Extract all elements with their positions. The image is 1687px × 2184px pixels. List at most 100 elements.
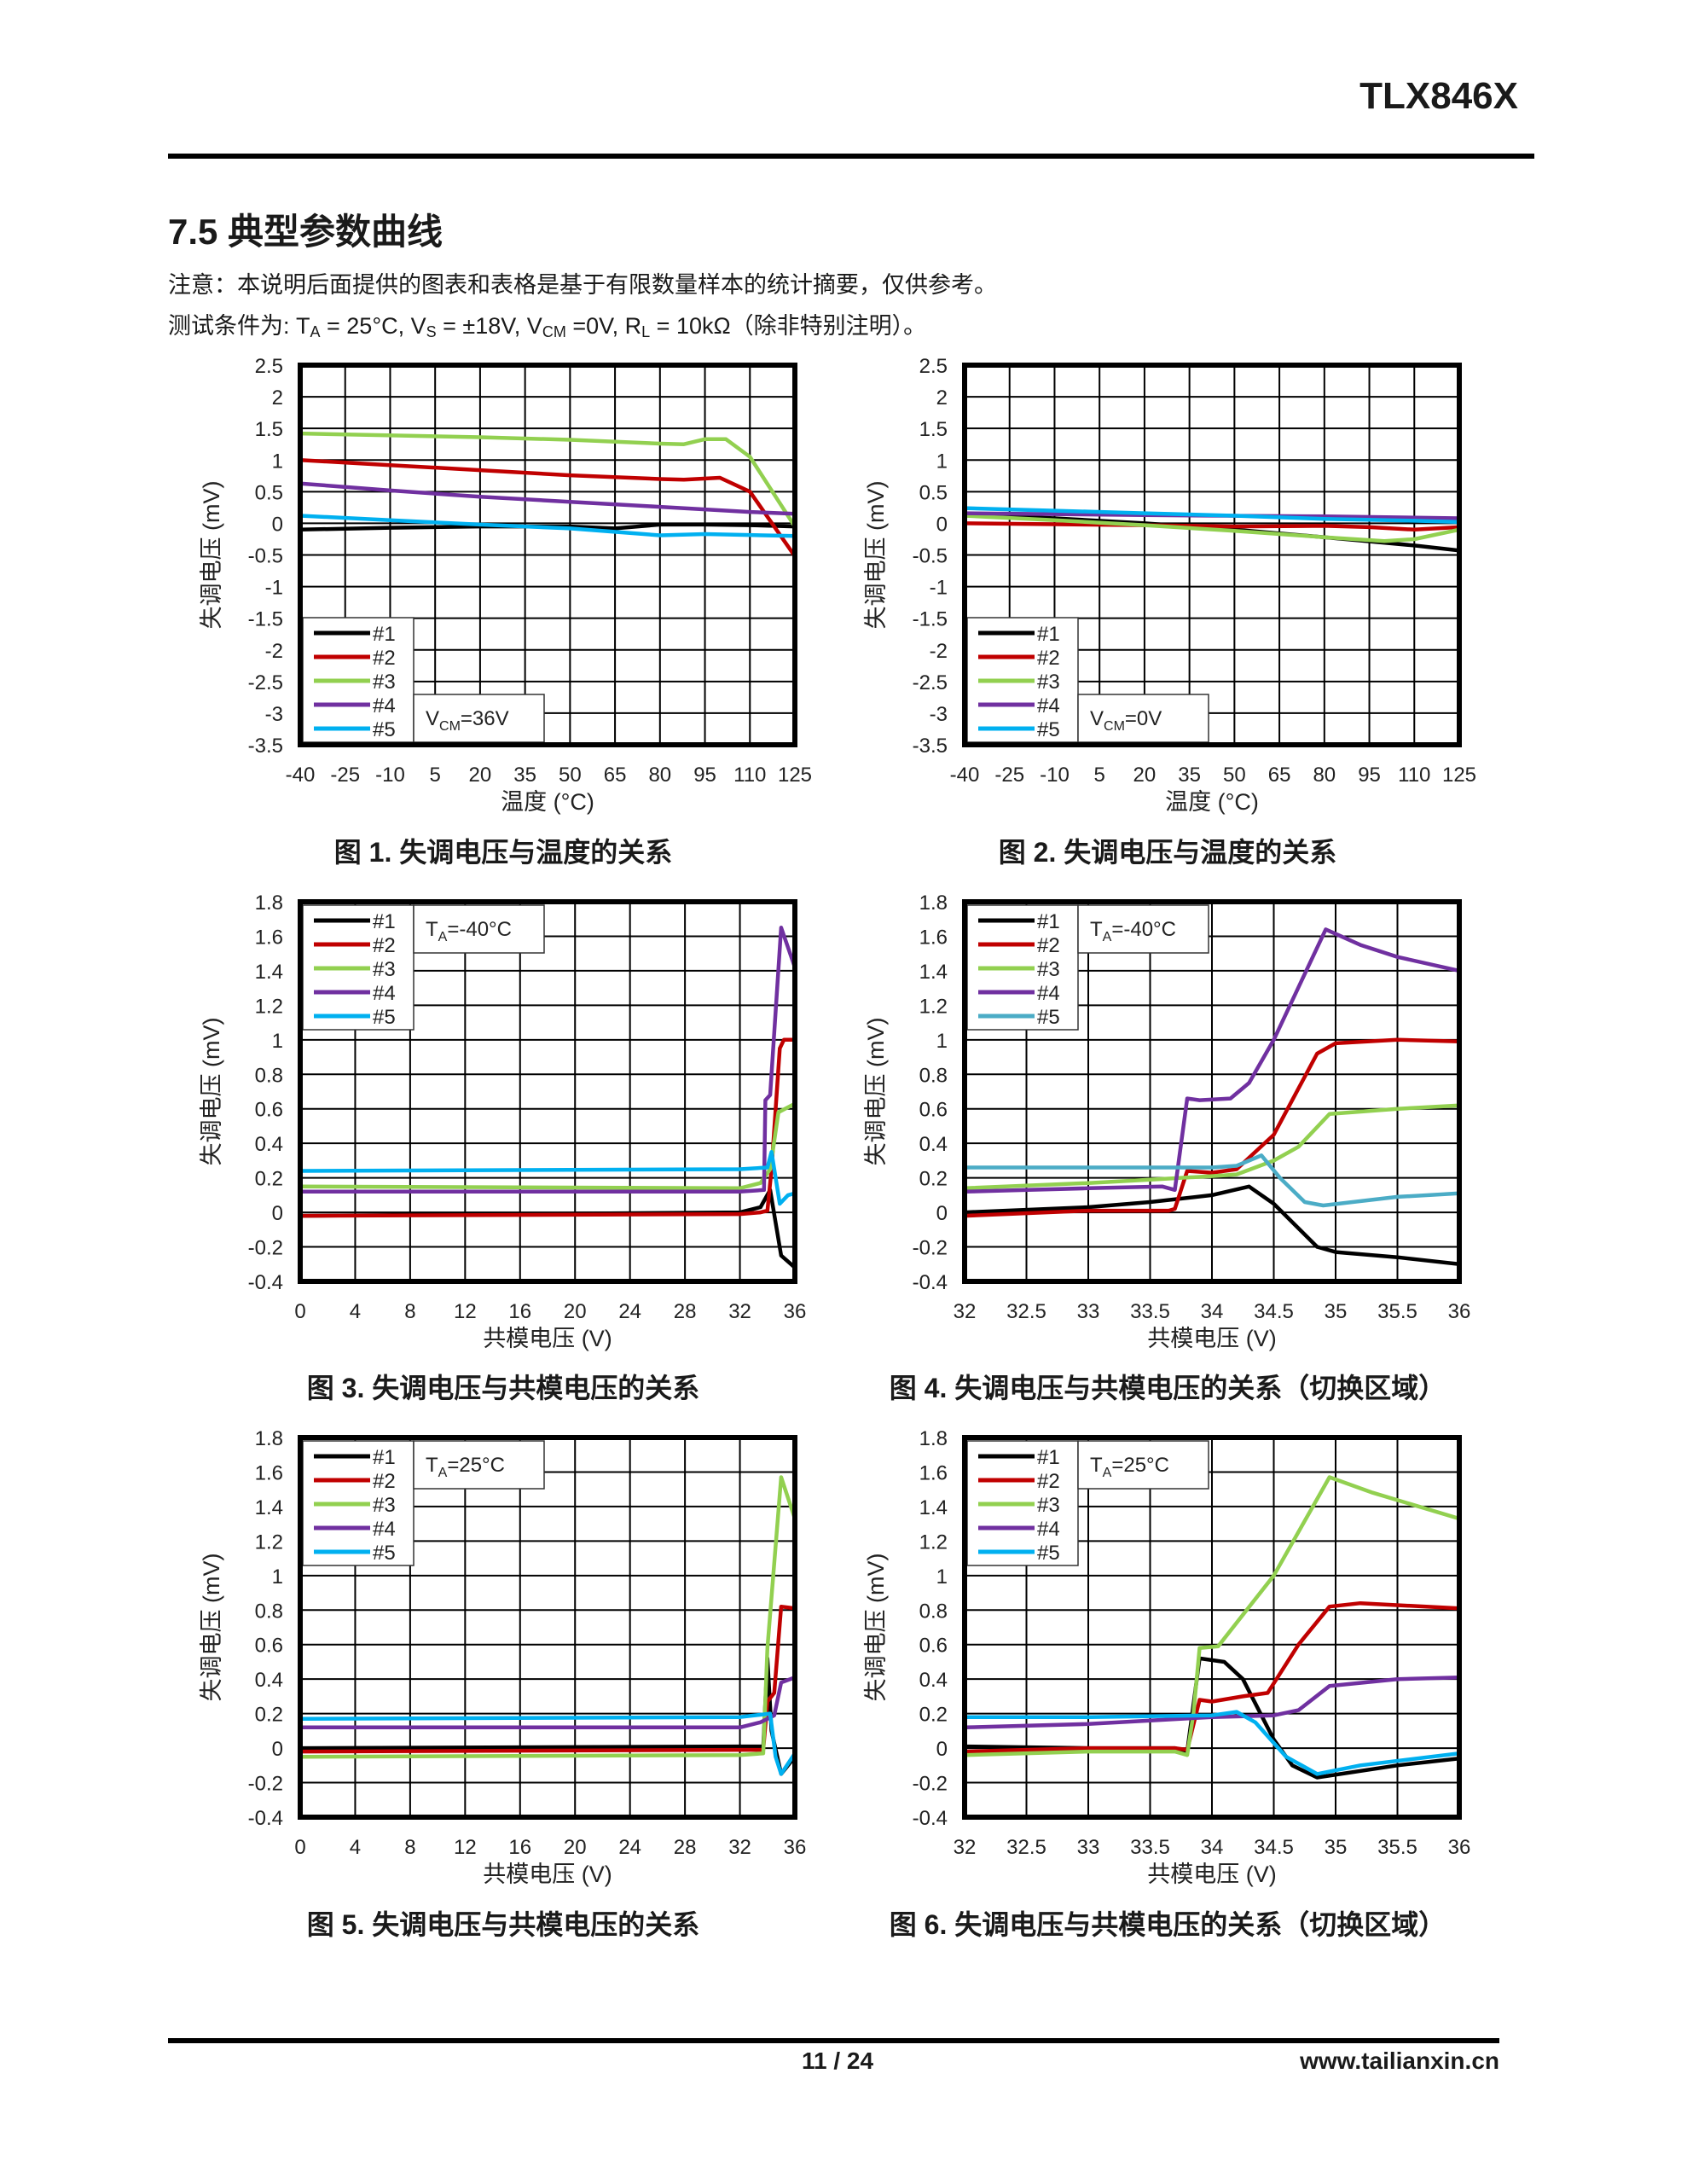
figure-caption: 图 4. 失调电压与共模电压的关系（切换区域） xyxy=(889,1373,1446,1403)
y-tick-label: -1 xyxy=(930,577,948,600)
y-tick-label: -3 xyxy=(930,703,948,726)
annotation-text: TA=-40°C xyxy=(1090,918,1176,944)
y-tick-label: -2.5 xyxy=(248,671,283,694)
legend: #1#2#3#4#5 xyxy=(966,1440,1079,1566)
plot-frame xyxy=(298,363,797,747)
y-tick-label: 1.6 xyxy=(919,1461,948,1484)
legend-label: #2 xyxy=(373,934,396,957)
x-tick-label: 95 xyxy=(693,764,716,787)
legend-label: #1 xyxy=(373,623,396,646)
legend-label: #5 xyxy=(373,1542,396,1565)
series-line-5 xyxy=(300,514,795,538)
annotation-subscript: A xyxy=(438,1466,448,1480)
x-tick-label: -40 xyxy=(286,764,316,787)
annotation-box xyxy=(413,1440,545,1490)
x-tick-label: 5 xyxy=(430,764,441,787)
condition-annotation: VCM=36V xyxy=(413,694,545,743)
annotation-symbol: T xyxy=(426,918,438,941)
y-axis-title: 失调电压 (mV) xyxy=(863,1554,889,1702)
x-tick-label: 4 xyxy=(350,1300,361,1323)
x-tick-label: 32 xyxy=(954,1836,977,1859)
figure-caption: 图 6. 失调电压与共模电压的关系（切换区域） xyxy=(889,1909,1446,1940)
x-tick-label: 12 xyxy=(454,1836,477,1859)
y-tick-label: 0 xyxy=(272,1202,283,1225)
website-link[interactable]: www.tailianxin.cn xyxy=(1300,2048,1499,2074)
y-axis-title: 失调电压 (mV) xyxy=(199,1554,224,1702)
annotation-symbol: T xyxy=(1090,918,1103,941)
figure-caption: 图 2. 失调电压与温度的关系 xyxy=(998,837,1337,868)
series-line-2 xyxy=(300,458,795,558)
y-tick-label: 1.8 xyxy=(255,892,283,915)
x-tick-label: -40 xyxy=(950,764,980,787)
series-line-2 xyxy=(965,1600,1459,1754)
page-number: 11 / 24 xyxy=(801,2048,874,2074)
y-tick-label: 1 xyxy=(272,450,283,473)
figure-caption: 图 3. 失调电压与共模电压的关系 xyxy=(306,1373,700,1403)
x-tick-label: 80 xyxy=(1313,764,1336,787)
y-tick-label: 0.4 xyxy=(919,1669,948,1692)
y-tick-label: -0.4 xyxy=(248,1271,283,1294)
condition-text: = 25°C, V xyxy=(320,313,426,339)
annotation-symbol: V xyxy=(426,707,439,730)
x-tick-label: 32.5 xyxy=(1006,1836,1046,1859)
annotation-subscript: CM xyxy=(1104,719,1125,734)
x-tick-label: 36 xyxy=(1448,1836,1471,1859)
annotation-symbol: T xyxy=(1090,1454,1103,1477)
y-tick-label: -0.2 xyxy=(248,1773,283,1796)
y-tick-label: -0.4 xyxy=(248,1807,283,1830)
x-tick-label: 5 xyxy=(1094,764,1105,787)
legend-label: #4 xyxy=(373,982,396,1005)
y-tick-label: 0.2 xyxy=(255,1704,283,1727)
condition-annotation: VCM=0V xyxy=(1077,694,1209,743)
y-axis-title: 失调电压 (mV) xyxy=(199,1018,224,1166)
y-tick-label: -2.5 xyxy=(913,671,948,694)
series-line-2 xyxy=(965,1037,1459,1218)
y-axis-title: 失调电压 (mV) xyxy=(863,1018,889,1166)
x-tick-label: 0 xyxy=(294,1836,305,1859)
y-tick-label: -1.5 xyxy=(248,608,283,631)
y-tick-label: 1.6 xyxy=(255,926,283,949)
plot-frame xyxy=(298,1435,797,1820)
legend-label: #5 xyxy=(1037,1006,1060,1029)
annotation-value: =36V xyxy=(461,707,509,730)
x-tick-label: 34.5 xyxy=(1254,1836,1294,1859)
annotation-subscript: A xyxy=(1103,930,1112,944)
y-tick-label: -3.5 xyxy=(248,735,283,758)
series-line-5 xyxy=(965,1153,1459,1208)
y-tick-label: 1.2 xyxy=(919,995,948,1018)
legend-label: #3 xyxy=(1037,958,1060,981)
plot-frame xyxy=(962,363,1462,747)
x-tick-label: 24 xyxy=(618,1836,641,1859)
y-tick-label: 1.2 xyxy=(919,1531,948,1554)
y-tick-label: 0.6 xyxy=(919,1635,948,1658)
y-tick-label: 1.4 xyxy=(255,961,283,984)
condition-text: = ±18V, V xyxy=(436,313,542,339)
figure-caption: 图 1. 失调电压与温度的关系 xyxy=(333,837,673,868)
y-tick-label: -0.2 xyxy=(913,1237,948,1260)
x-tick-label: 28 xyxy=(674,1300,697,1323)
y-tick-label: -2 xyxy=(265,640,283,663)
x-tick-label: 8 xyxy=(404,1300,415,1323)
x-tick-label: 35 xyxy=(1325,1300,1348,1323)
x-tick-label: 20 xyxy=(469,764,492,787)
y-tick-label: -0.4 xyxy=(913,1807,948,1830)
x-tick-label: 33.5 xyxy=(1130,1300,1170,1323)
plot-area: 32 32.5 33 33.5 34 34.5 35 35.5 36 1.8 1.6 1.4 1.2 1 0… xyxy=(863,892,1470,1351)
y-tick-label: 1.2 xyxy=(255,995,283,1018)
y-tick-label: 0.6 xyxy=(255,1099,283,1122)
y-tick-label: 1.8 xyxy=(919,1427,948,1450)
x-tick-label: 34.5 xyxy=(1254,1300,1294,1323)
x-tick-label: -10 xyxy=(375,764,405,787)
plot-area: 0 4 8 12 16 20 24 28 32 36 1.8 1.6 1.4 1.2 1 0.8 0.6 0.4 0… xyxy=(199,1427,806,1887)
x-tick-label: 32.5 xyxy=(1006,1300,1046,1323)
y-tick-label: 2.5 xyxy=(919,355,948,378)
x-axis-title: 温度 (°C) xyxy=(501,789,594,815)
y-axis-title: 失调电压 (mV) xyxy=(199,481,224,630)
x-tick-label: 20 xyxy=(564,1836,587,1859)
annotation-box xyxy=(413,904,545,954)
series-line-5 xyxy=(300,1150,795,1206)
plot-area: -40 -25 -10 5 20 35 50 65 80 95 110 125 2.5 2 1.5 1 0.5 0… xyxy=(199,355,812,815)
plot-area: 32 32.5 33 33.5 34 34.5 35 35.5 36 1.8 1.6 1.4 1.2 1 0… xyxy=(863,1427,1470,1887)
y-tick-label: 0.8 xyxy=(919,1064,948,1087)
series-line-3 xyxy=(300,1475,795,1759)
